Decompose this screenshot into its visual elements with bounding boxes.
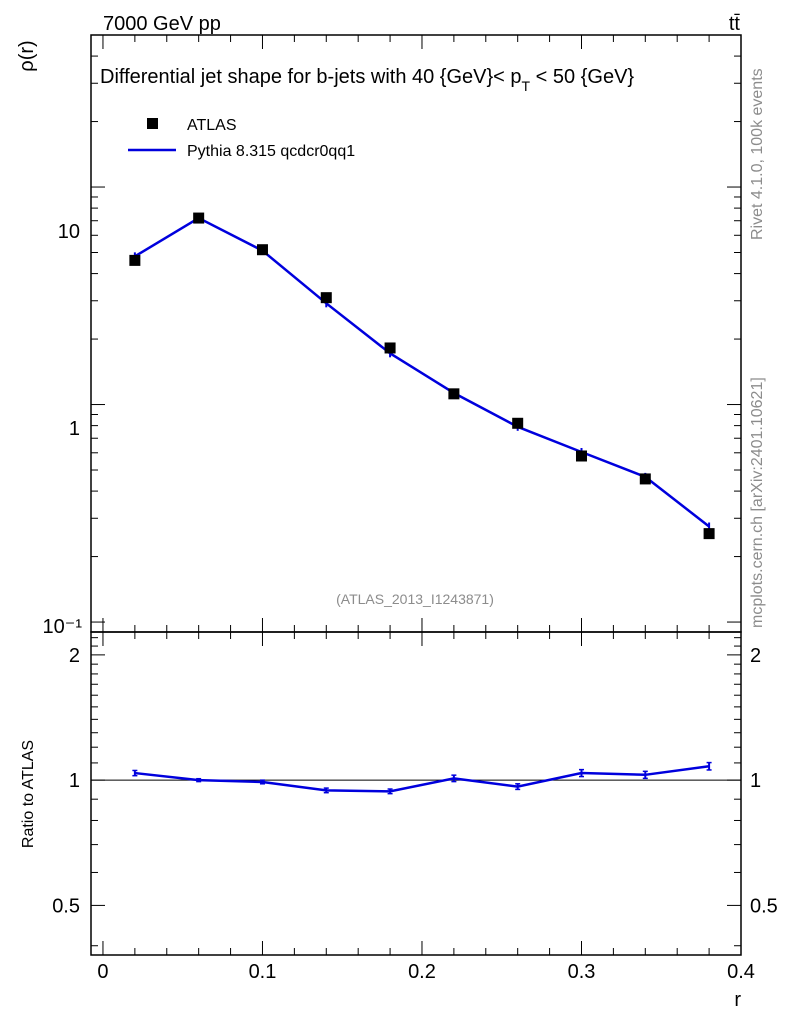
x-tick-label: 0 [97,961,108,983]
x-tick-labels: 0 0.1 0.2 0.3 0.4 [97,961,755,983]
ratio-line [134,764,710,793]
chart-title-subscript: T [522,78,531,94]
ratio-y-tick-label-right: 0.5 [750,895,778,917]
axis-ticks [91,34,742,955]
chart-title-main: Differential jet shape for b-jets with 4… [100,66,522,88]
legend-atlas-marker [147,118,158,129]
atlas-point [129,254,141,266]
ratio-y-tick-labels: 0.5 0.5 1 1 2 2 [52,645,778,918]
chart-title-tail: < 50 {GeV} [530,66,634,88]
rivet-version-label: Rivet 4.1.0, 100k events [749,68,766,240]
legend: ATLAS Pythia 8.315 qcdcr0qq1 [128,117,355,160]
atlas-point [703,528,715,540]
atlas-point [575,450,587,462]
pythia-line [134,216,710,528]
ratio-y-tick-label-left: 2 [69,645,80,667]
x-axis-label: r [734,989,741,1011]
atlas-point [639,473,651,485]
ratio-plot-frame [90,631,742,956]
atlas-point [512,417,524,429]
atlas-point [384,342,396,354]
ratio-y-tick-label-right: 1 [750,770,761,792]
y-axis-label: ρ(r) [16,40,38,71]
main-series-layer [129,212,715,540]
legend-pythia-label: Pythia 8.315 qcdcr0qq1 [187,143,355,160]
y-tick-label-0-1: 10⁻¹ [43,616,83,638]
x-tick-label: 0.1 [249,961,277,983]
atlas-point [320,292,332,304]
ratio-series-layer [132,761,712,795]
atlas-point [256,244,268,256]
ratio-y-axis-label: Ratio to ATLAS [20,740,37,848]
ratio-y-tick-label-right: 2 [750,645,761,667]
x-tick-label: 0.2 [408,961,436,983]
ratio-y-tick-label-left: 1 [69,770,80,792]
atlas-point [448,388,460,400]
analysis-id-label: (ATLAS_2013_I1243871) [336,591,494,607]
x-tick-label: 0.3 [568,961,596,983]
y-tick-label-1: 1 [69,418,80,440]
legend-atlas-label: ATLAS [187,117,237,134]
atlas-point [193,212,205,224]
y-tick-label-10: 10 [58,221,80,243]
x-tick-label: 0.4 [727,961,755,983]
header-energy-label: 7000 GeV pp [103,13,221,35]
header-process-label: tt̄ [729,13,741,35]
ratio-y-tick-label-left: 0.5 [52,895,80,917]
mcplots-source-label: mcplots.cern.ch [arXiv:2401.10621] [749,377,766,628]
chart-title: Differential jet shape for b-jets with 4… [100,66,634,94]
